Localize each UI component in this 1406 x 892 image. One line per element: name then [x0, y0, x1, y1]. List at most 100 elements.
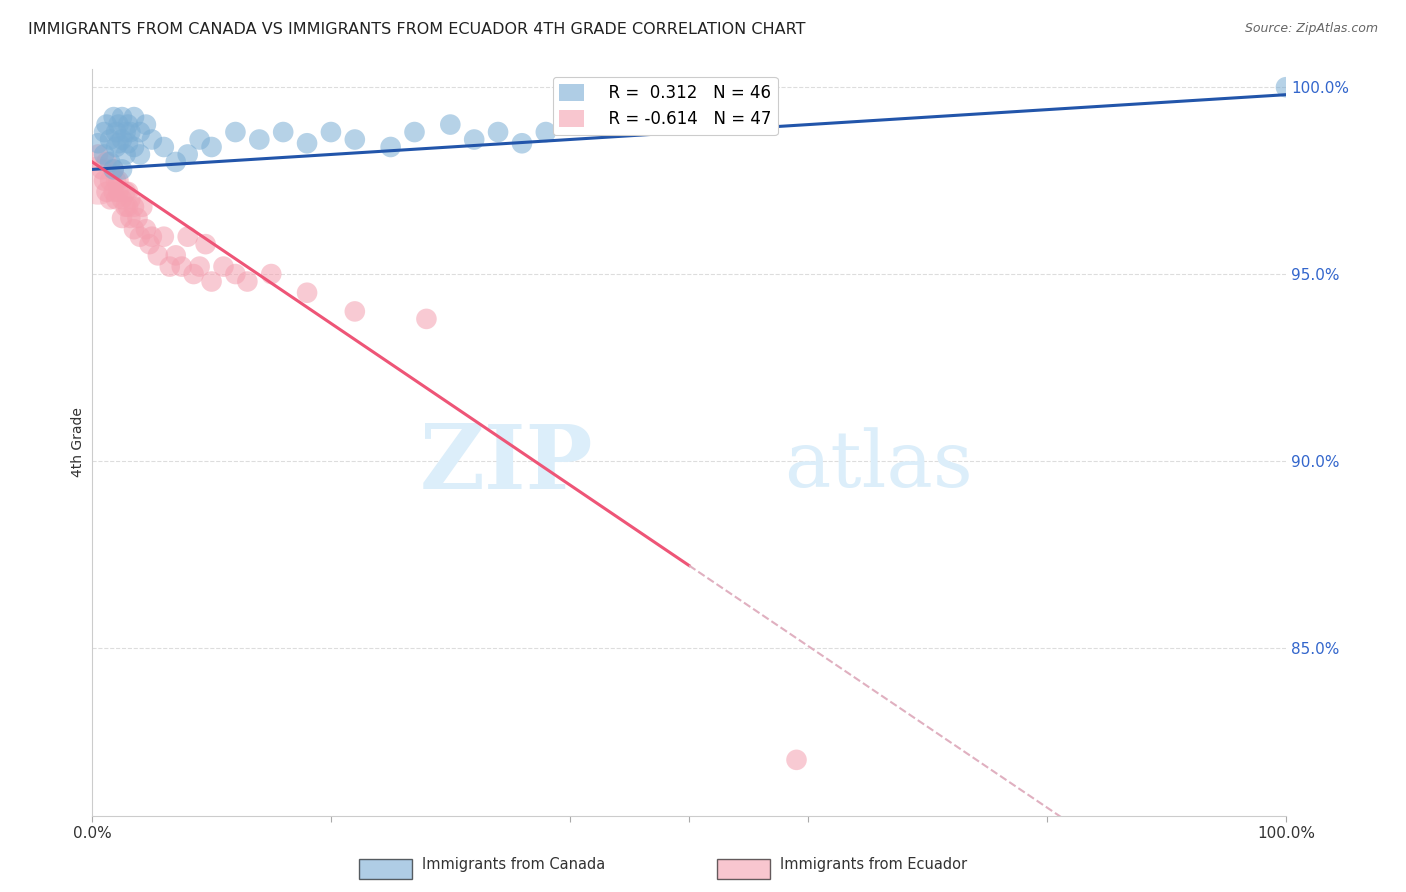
- Point: [107, 173, 129, 187]
- Point: [170, 260, 193, 274]
- Point: [146, 248, 169, 262]
- Point: [224, 125, 246, 139]
- Point: [111, 192, 134, 206]
- Point: [558, 118, 581, 132]
- Point: [105, 173, 128, 187]
- Point: [103, 162, 125, 177]
- Point: [176, 229, 198, 244]
- Point: [120, 125, 142, 139]
- Point: [212, 260, 235, 274]
- Point: [122, 110, 145, 124]
- Point: [247, 132, 270, 146]
- Point: [159, 260, 181, 274]
- Point: [103, 110, 125, 124]
- Point: [295, 136, 318, 151]
- Point: [98, 132, 121, 146]
- Point: [96, 155, 118, 169]
- Point: [114, 185, 136, 199]
- Point: [463, 132, 485, 146]
- Point: [107, 185, 129, 199]
- Point: [129, 147, 152, 161]
- Point: [153, 229, 176, 244]
- Point: [114, 200, 136, 214]
- Point: [188, 260, 211, 274]
- Point: [117, 200, 139, 214]
- Point: [380, 140, 402, 154]
- Point: [87, 173, 110, 187]
- Point: [165, 248, 187, 262]
- Point: [153, 140, 176, 154]
- Point: [271, 125, 294, 139]
- Point: [343, 304, 366, 318]
- Point: [111, 211, 134, 225]
- Point: [165, 155, 187, 169]
- Point: [122, 200, 145, 214]
- Point: [127, 211, 149, 225]
- Text: ZIP: ZIP: [420, 421, 593, 508]
- Point: [120, 211, 142, 225]
- Point: [786, 753, 808, 767]
- Point: [98, 192, 121, 206]
- Text: Immigrants from Canada: Immigrants from Canada: [422, 857, 605, 872]
- Point: [194, 237, 217, 252]
- Point: [1275, 80, 1298, 95]
- Point: [96, 118, 118, 132]
- Point: [415, 312, 437, 326]
- Point: [87, 147, 110, 161]
- Point: [131, 200, 153, 214]
- Point: [122, 222, 145, 236]
- Point: [111, 162, 134, 177]
- Point: [138, 237, 160, 252]
- Point: [98, 173, 121, 187]
- Point: [343, 132, 366, 146]
- Point: [319, 125, 342, 139]
- Point: [105, 125, 128, 139]
- Point: [107, 136, 129, 151]
- Point: [111, 110, 134, 124]
- Point: [236, 275, 259, 289]
- Point: [120, 192, 142, 206]
- Text: Immigrants from Ecuador: Immigrants from Ecuador: [780, 857, 967, 872]
- Legend:   R =  0.312   N = 46,   R = -0.614   N = 47: R = 0.312 N = 46, R = -0.614 N = 47: [553, 77, 778, 135]
- Point: [90, 162, 112, 177]
- Point: [117, 136, 139, 151]
- Point: [135, 118, 157, 132]
- Point: [510, 136, 533, 151]
- Y-axis label: 4th Grade: 4th Grade: [72, 408, 86, 477]
- Point: [129, 125, 152, 139]
- Point: [114, 125, 136, 139]
- Point: [107, 118, 129, 132]
- Point: [117, 185, 139, 199]
- Point: [122, 140, 145, 154]
- Point: [404, 125, 426, 139]
- Point: [295, 285, 318, 300]
- Point: [183, 267, 205, 281]
- Point: [534, 125, 557, 139]
- Point: [117, 118, 139, 132]
- Point: [87, 136, 110, 151]
- Point: [176, 147, 198, 161]
- Point: [93, 125, 115, 139]
- Text: IMMIGRANTS FROM CANADA VS IMMIGRANTS FROM ECUADOR 4TH GRADE CORRELATION CHART: IMMIGRANTS FROM CANADA VS IMMIGRANTS FRO…: [28, 22, 806, 37]
- Point: [105, 140, 128, 154]
- Point: [200, 275, 222, 289]
- Point: [114, 147, 136, 161]
- Point: [135, 222, 157, 236]
- Text: atlas: atlas: [785, 426, 973, 502]
- Point: [141, 229, 163, 244]
- Text: Source: ZipAtlas.com: Source: ZipAtlas.com: [1244, 22, 1378, 36]
- Point: [439, 118, 461, 132]
- Point: [103, 185, 125, 199]
- Point: [93, 147, 115, 161]
- Point: [260, 267, 283, 281]
- Point: [486, 125, 509, 139]
- Point: [96, 185, 118, 199]
- Point: [141, 132, 163, 146]
- Point: [111, 132, 134, 146]
- Point: [93, 173, 115, 187]
- Point: [188, 132, 211, 146]
- Point: [200, 140, 222, 154]
- Point: [103, 162, 125, 177]
- Point: [224, 267, 246, 281]
- Point: [105, 192, 128, 206]
